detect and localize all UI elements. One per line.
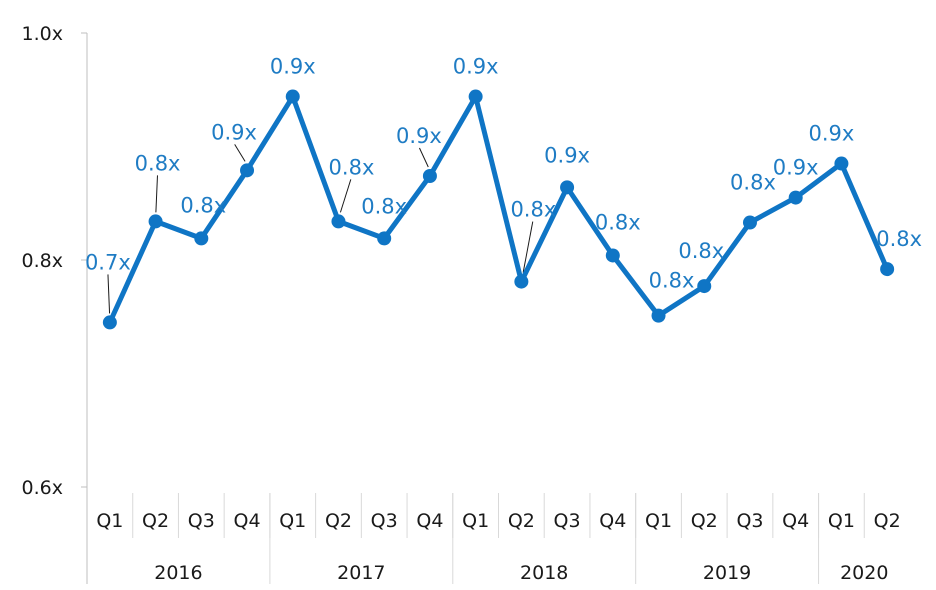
plot-area (102, 89, 895, 330)
label-leader-line (155, 175, 158, 213)
data-label: 0.8x (510, 198, 556, 222)
label-leader-line (339, 179, 352, 213)
data-label: 0.9x (544, 143, 590, 167)
data-label: 0.7x (85, 250, 131, 274)
label-leader-lines (107, 144, 534, 314)
x-tick-label: Q1 (279, 510, 306, 532)
data-label: 0.8x (595, 210, 641, 234)
data-point (468, 89, 483, 104)
data-point (605, 248, 620, 263)
y-tick-label: 0.6x (22, 477, 63, 499)
data-point (285, 89, 300, 104)
x-tick-label: Q1 (462, 510, 489, 532)
data-point (514, 274, 529, 289)
y-tick-label: 0.8x (22, 250, 63, 272)
data-label: 0.8x (876, 227, 922, 251)
data-point (331, 214, 346, 229)
x-tick-label: Q4 (599, 510, 626, 532)
x-tick-label: Q1 (645, 510, 672, 532)
data-label: 0.8x (361, 194, 407, 218)
data-point (560, 180, 575, 195)
data-label: 0.9x (211, 120, 257, 144)
data-point (240, 163, 255, 178)
axes: 0.6x 0.8x 1.0x (22, 23, 88, 499)
x-tick-label: Q2 (691, 510, 718, 532)
x-tick-label: Q1 (828, 510, 855, 532)
data-point (880, 262, 895, 277)
x-axis: Q1 Q2 Q3 Q4 Q1 Q2 Q3 Q4 Q1 Q2 Q3 Q4 Q1 Q2 Q3 Q4 Q1 Q2 2016… (86, 487, 901, 584)
data-label: 0.9x (809, 122, 855, 146)
year-label: 2018 (520, 562, 568, 584)
x-tick-label: Q3 (371, 510, 398, 532)
data-point (377, 231, 392, 246)
x-tick-label: Q1 (96, 510, 123, 532)
data-point (742, 215, 757, 230)
series-line (107, 94, 890, 324)
data-point (697, 279, 712, 294)
x-tick-label: Q4 (782, 510, 809, 532)
data-labels: 0.7x0.8x0.8x0.9x0.9x0.8x0.8x0.9x0.9x0.8x… (85, 55, 922, 293)
x-tick-label: Q4 (234, 510, 261, 532)
data-label: 0.8x (678, 239, 724, 263)
data-label: 0.8x (329, 155, 375, 179)
data-point (148, 214, 163, 229)
data-point (788, 190, 803, 205)
x-tick-label: Q3 (736, 510, 763, 532)
label-leader-line (419, 147, 429, 168)
x-tick-label: Q2 (325, 510, 352, 532)
year-label: 2017 (337, 562, 385, 584)
data-label: 0.9x (773, 156, 819, 180)
x-tick-label: Q2 (508, 510, 535, 532)
x-tick-label: Q2 (874, 510, 901, 532)
x-tick-label: Q2 (142, 510, 169, 532)
data-label: 0.8x (135, 151, 181, 175)
label-leader-line (522, 221, 534, 273)
year-label: 2016 (154, 562, 202, 584)
x-tick-label: Q3 (554, 510, 581, 532)
data-label: 0.9x (270, 55, 316, 79)
data-point (102, 315, 117, 330)
data-label: 0.9x (453, 55, 499, 79)
x-tick-label: Q3 (188, 510, 215, 532)
y-tick-label: 1.0x (22, 23, 63, 45)
data-point (422, 169, 437, 184)
year-label: 2020 (840, 562, 888, 584)
data-point (651, 308, 666, 323)
year-label: 2019 (703, 562, 751, 584)
label-leader-line (234, 144, 246, 162)
data-point (194, 231, 209, 246)
label-leader-line (107, 274, 111, 314)
data-point (834, 156, 849, 171)
data-label: 0.8x (180, 193, 226, 217)
data-label: 0.9x (396, 124, 442, 148)
x-tick-label: Q4 (416, 510, 443, 532)
data-label: 0.8x (649, 269, 695, 293)
data-label: 0.8x (730, 171, 776, 195)
